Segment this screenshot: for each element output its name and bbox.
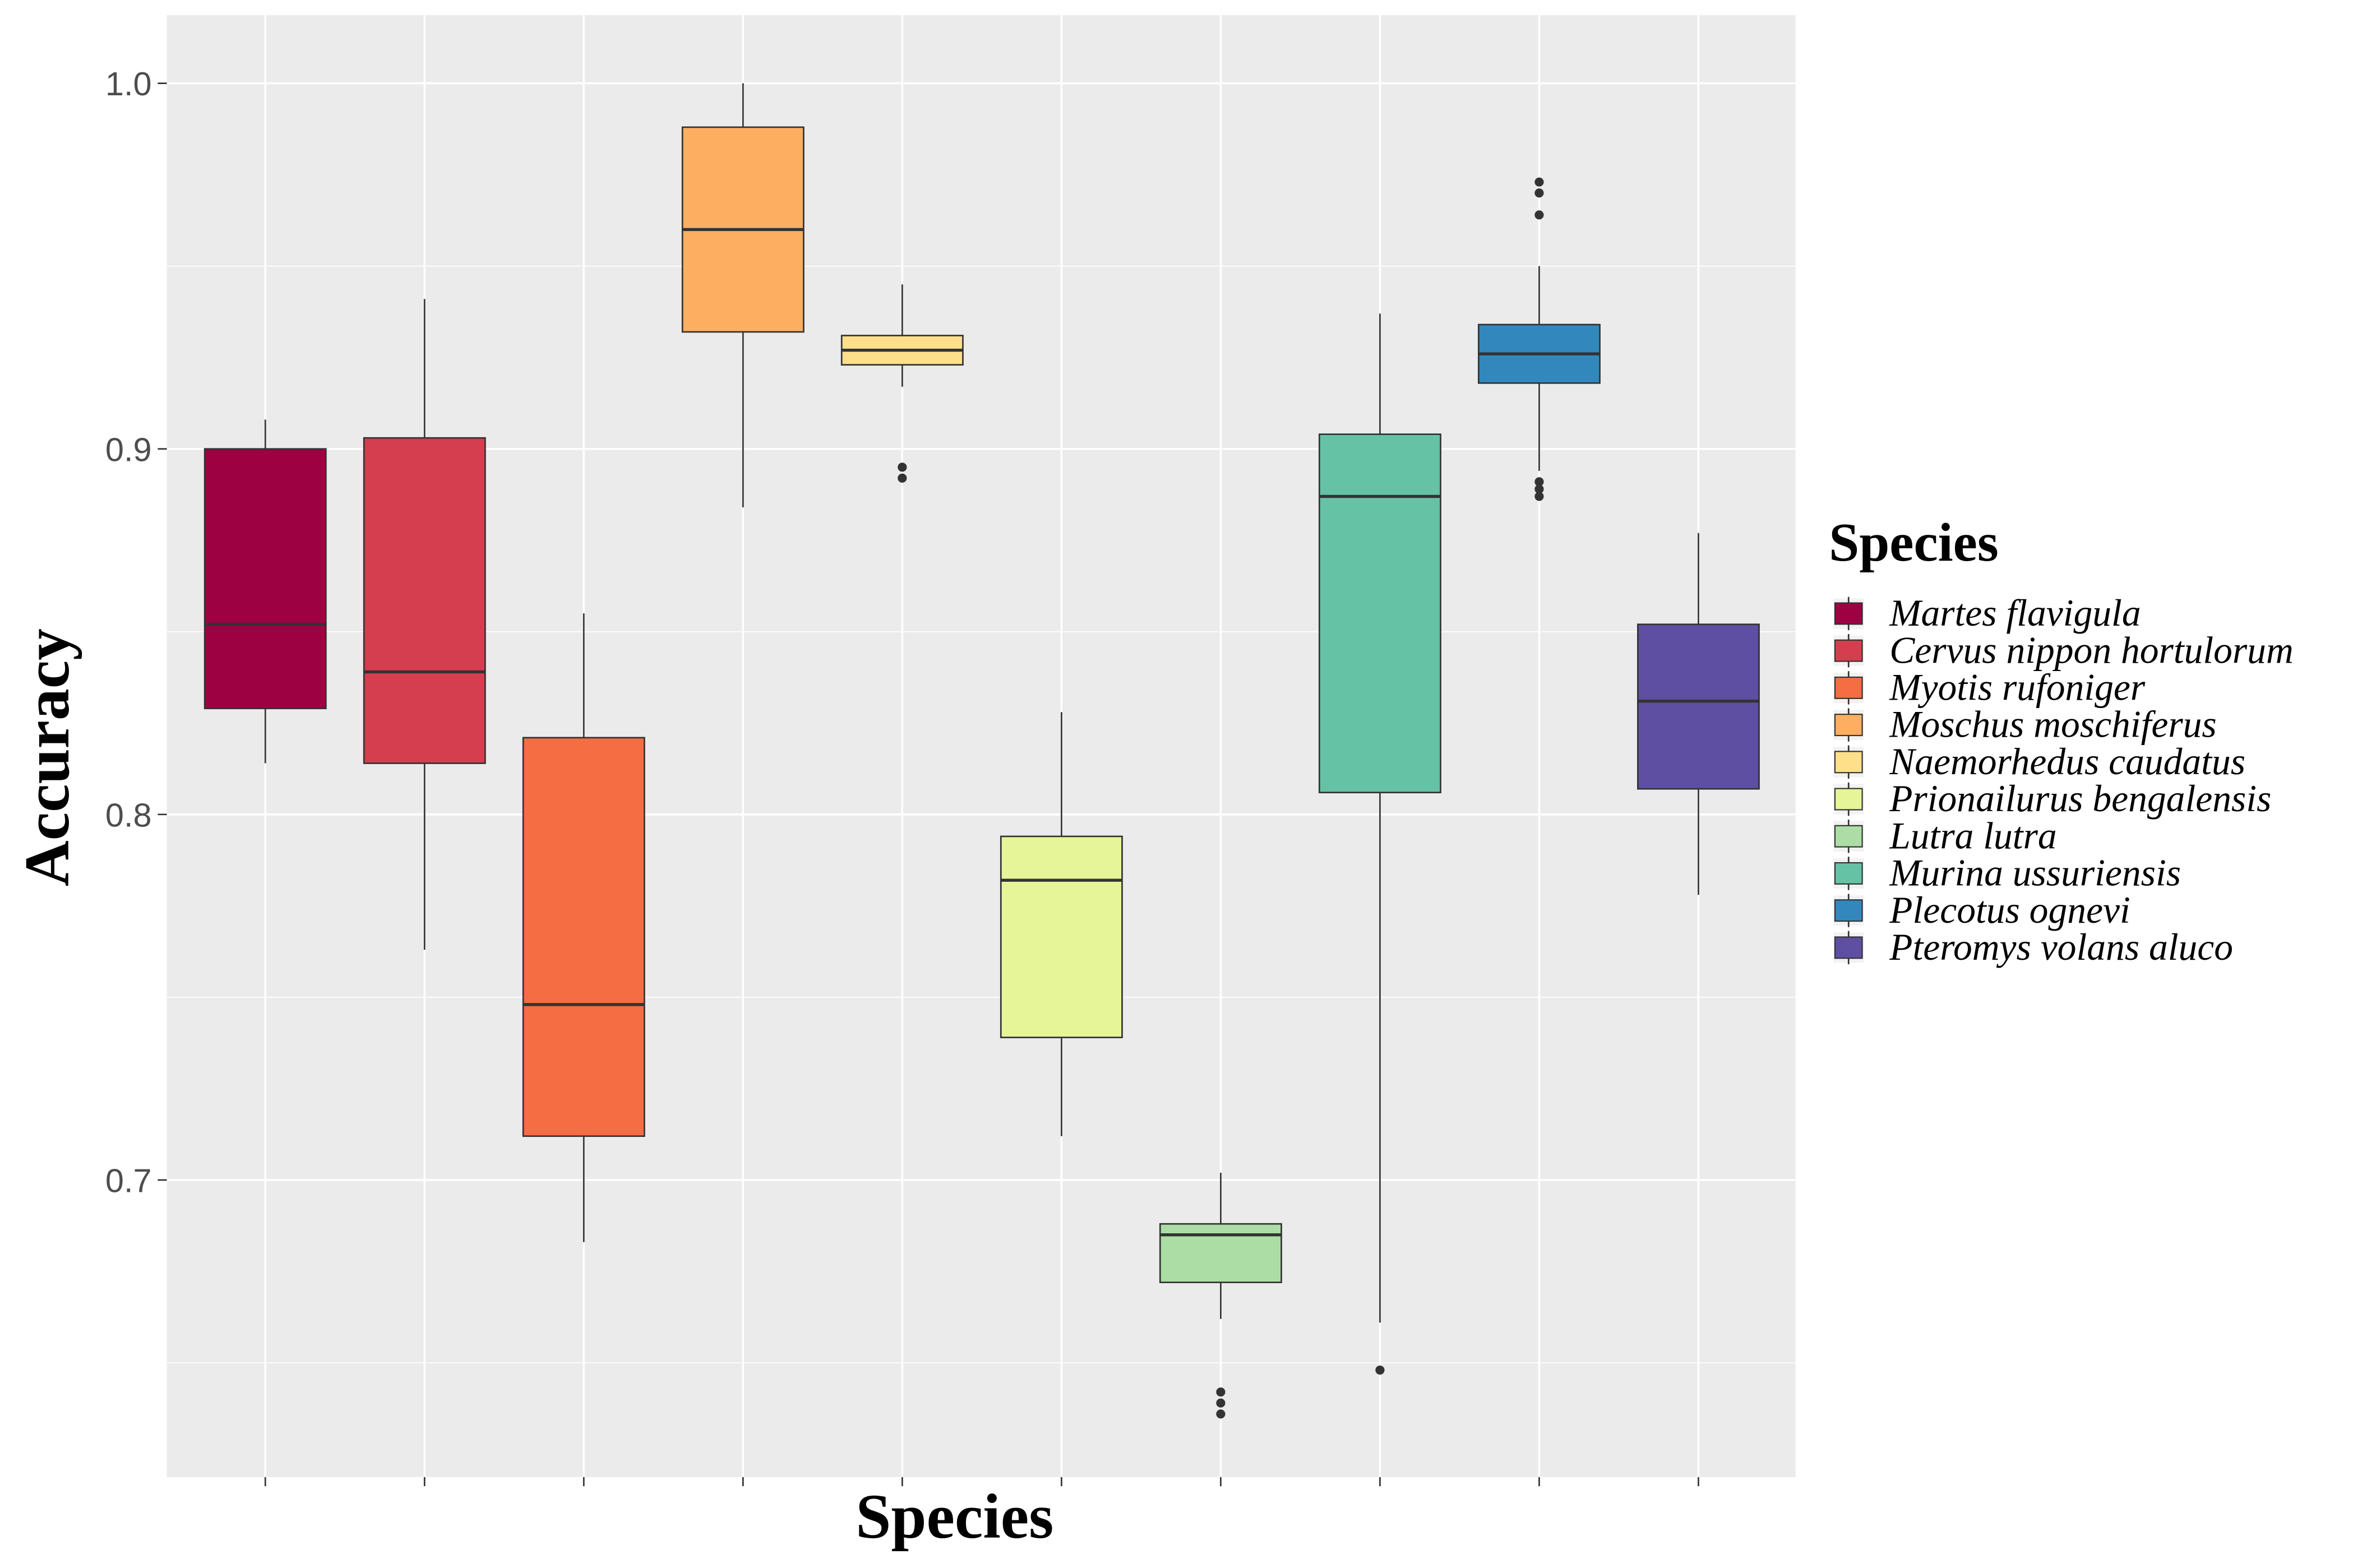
legend-label: Pteromys volans aluco	[1889, 926, 2233, 968]
outlier-point	[1534, 177, 1544, 187]
box-7	[1318, 313, 1441, 1375]
legend-key-swatch	[1834, 788, 1863, 811]
box-9	[1637, 533, 1760, 895]
box-iqr	[522, 737, 645, 1137]
box-6	[1159, 1172, 1282, 1419]
outlier-point	[1534, 188, 1544, 198]
outlier-point	[1375, 1365, 1385, 1375]
legend-key-swatch	[1834, 899, 1863, 922]
legend-key-swatch	[1834, 676, 1863, 699]
box-iqr	[1159, 1223, 1282, 1283]
outlier-point	[1216, 1398, 1226, 1408]
legend-key-swatch	[1834, 825, 1863, 848]
box-2	[522, 613, 645, 1242]
outlier-point	[1216, 1409, 1226, 1419]
outlier-point	[898, 462, 907, 472]
outlier-point	[898, 473, 907, 483]
box-1	[363, 299, 486, 950]
outlier-point	[1534, 492, 1544, 501]
legend-label: Cervus nippon hortulorum	[1889, 629, 2294, 671]
legend-key-swatch	[1834, 639, 1863, 662]
outlier-point	[1216, 1387, 1226, 1397]
box-3	[681, 83, 805, 508]
box-iqr	[1000, 835, 1123, 1038]
legend-key-swatch	[1834, 751, 1863, 774]
legend-label: Lutra lutra	[1889, 815, 2056, 857]
y-tick-label: 1.0	[105, 65, 152, 103]
legend-label: Murina ussuriensis	[1889, 852, 2181, 894]
legend-key-swatch	[1834, 602, 1863, 625]
legend-title: Species	[1829, 512, 1999, 573]
y-tick-label: 0.8	[105, 796, 152, 834]
box-4	[840, 284, 964, 483]
y-axis-title: Accuracy	[12, 628, 82, 886]
y-tick-label: 0.7	[105, 1162, 152, 1200]
box-8	[1477, 177, 1601, 501]
legend-label: Plecotus ognevi	[1889, 889, 2130, 931]
outlier-point	[1534, 477, 1544, 487]
box-iqr	[1637, 623, 1760, 790]
legend-label: Moschus moschiferus	[1889, 704, 2216, 746]
box-iqr	[204, 448, 327, 710]
legend-label: Myotis rufoniger	[1889, 667, 2146, 709]
x-axis-title: Species	[856, 1481, 1053, 1552]
outlier-point	[1534, 484, 1544, 494]
legend-key-swatch	[1834, 714, 1863, 737]
y-tick-label: 0.9	[105, 431, 152, 468]
outlier-point	[1534, 210, 1544, 220]
legend-label: Prionailurus bengalensis	[1889, 778, 2271, 820]
box-iqr	[1318, 433, 1441, 794]
box-iqr	[363, 437, 486, 764]
box-5	[1000, 712, 1123, 1136]
legend-label: Martes flavigula	[1889, 592, 2141, 634]
legend-label: Naemorhedus caudatus	[1889, 741, 2245, 783]
box-0	[204, 419, 327, 764]
legend-key-swatch	[1834, 862, 1863, 885]
legend-key-swatch	[1834, 936, 1863, 959]
